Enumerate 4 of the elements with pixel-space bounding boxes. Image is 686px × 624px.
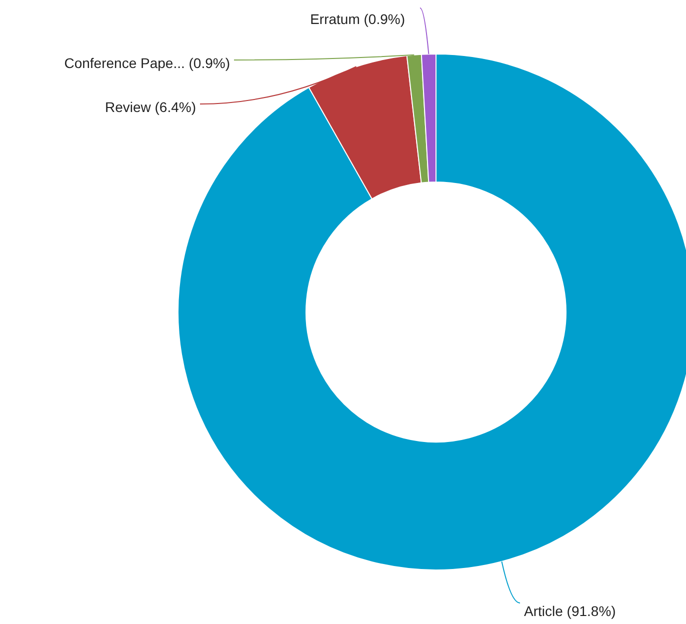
slice-label: Conference Pape... (0.9%) bbox=[64, 55, 230, 71]
slice-label: Erratum (0.9%) bbox=[310, 11, 405, 27]
slice-label: Article (91.8%) bbox=[524, 603, 616, 619]
slice-label: Review (6.4%) bbox=[104, 99, 196, 115]
